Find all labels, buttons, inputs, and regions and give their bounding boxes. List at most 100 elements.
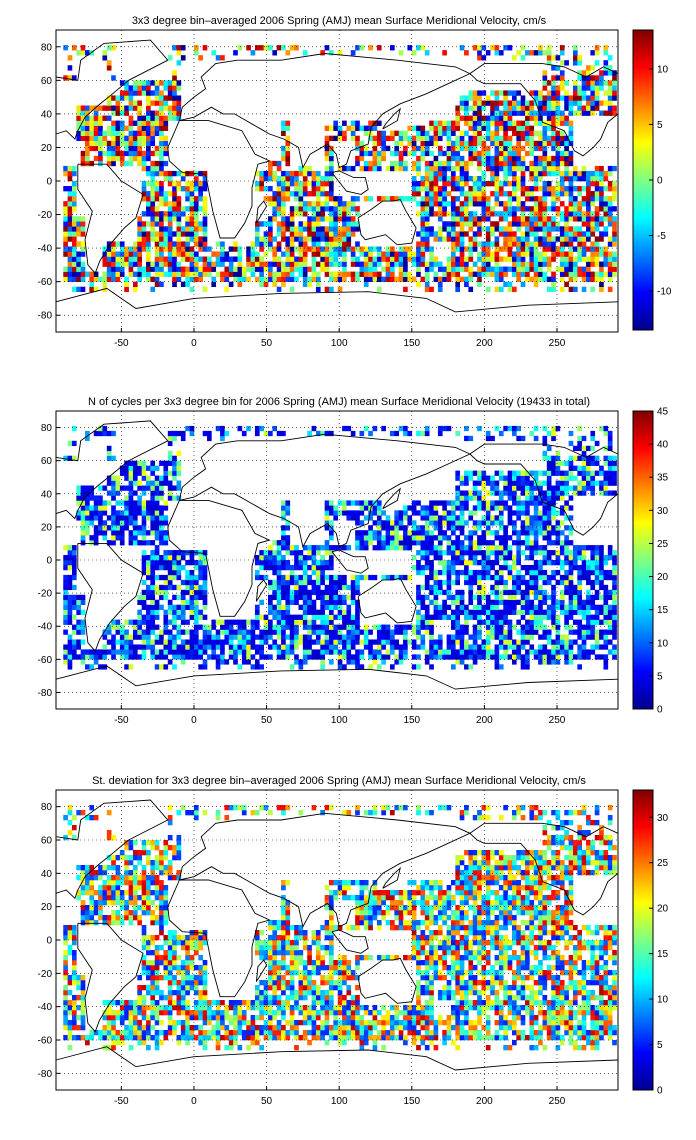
bin-cell — [311, 614, 317, 620]
bin-cell — [346, 231, 352, 237]
bin-cell — [603, 70, 609, 76]
bin-cell — [150, 186, 156, 192]
bin-cell — [542, 261, 548, 267]
bin-cell — [516, 100, 522, 106]
bin-cell — [520, 246, 526, 252]
bin-cell — [342, 609, 347, 615]
bin-cell — [477, 490, 482, 496]
bin-cell — [320, 231, 325, 237]
bin-cell — [80, 261, 86, 267]
bin-cell — [451, 261, 456, 267]
bin-cell — [507, 110, 513, 116]
y-tick-label: 0 — [46, 177, 52, 188]
bin-cell — [442, 181, 447, 187]
bin-cell — [76, 251, 81, 257]
bin-cell — [132, 475, 138, 481]
bin-cell — [185, 644, 190, 650]
bin-cell — [150, 125, 156, 131]
bin-cell — [359, 649, 365, 655]
bin-cell — [572, 236, 578, 242]
bin-cell — [180, 241, 186, 247]
bin-cell — [228, 619, 234, 625]
bin-cell — [376, 530, 382, 536]
bin-cell — [63, 564, 68, 571]
bin-cell — [172, 110, 177, 116]
bin-cell — [468, 515, 474, 521]
bin-cell — [525, 150, 530, 157]
bin-cell — [150, 609, 156, 615]
bin-cell — [363, 574, 369, 581]
bin-cell — [211, 634, 217, 640]
bin-cell — [98, 525, 103, 531]
bin-cell — [246, 619, 251, 625]
bin-cell — [520, 191, 526, 197]
bin-cell — [424, 135, 430, 142]
bin-cell — [302, 246, 308, 252]
bin-cell — [146, 261, 151, 267]
bin-cell — [342, 271, 347, 277]
bin-cell — [372, 649, 378, 655]
bin-cell — [494, 140, 500, 147]
bin-cell — [163, 649, 169, 655]
bin-cell — [268, 634, 273, 640]
bin-cell — [464, 564, 469, 571]
bin-cell — [490, 584, 495, 591]
bin-cell — [368, 515, 373, 521]
bin-cell — [276, 165, 282, 172]
bin-cell — [76, 510, 81, 516]
bin-cell — [102, 135, 108, 142]
bin-cell — [424, 535, 430, 541]
bin-cell — [146, 475, 151, 481]
bin-cell — [385, 165, 391, 172]
bin-cell — [464, 105, 469, 111]
bin-cell — [207, 256, 212, 262]
bin-cell — [119, 130, 125, 136]
bin-cell — [599, 281, 604, 287]
bin-cell — [289, 271, 295, 277]
bin-cell — [464, 649, 469, 655]
bin-cell — [111, 535, 116, 541]
bin-cell — [324, 619, 330, 625]
bin-cell — [180, 594, 186, 601]
bin-cell — [285, 525, 291, 531]
bin-cell — [342, 120, 347, 126]
bin-cell — [254, 649, 260, 655]
bin-cell — [146, 90, 151, 96]
bin-cell — [376, 196, 382, 202]
bin-cell — [529, 105, 535, 111]
bin-cell — [128, 100, 134, 106]
bin-cell — [459, 475, 465, 481]
bin-cell — [477, 160, 482, 167]
bin-cell — [599, 191, 604, 197]
bin-cell — [477, 584, 482, 591]
bin-cell — [315, 226, 321, 232]
bin-cell — [394, 525, 400, 531]
bin-cell — [555, 135, 561, 142]
bin-cell — [285, 609, 291, 615]
bin-cell — [442, 425, 447, 432]
bin-cell — [390, 535, 395, 541]
bin-cell — [572, 231, 578, 237]
bin-cell — [276, 644, 282, 650]
bin-cell — [577, 55, 582, 61]
bin-cell — [494, 276, 500, 282]
bin-cell — [485, 639, 491, 645]
bin-cell — [372, 425, 378, 432]
bin-cell — [154, 609, 160, 615]
bin-cell — [281, 560, 286, 566]
bin-cell — [437, 589, 443, 596]
bin-cell — [581, 85, 587, 91]
bin-cell — [281, 125, 286, 131]
bin-cell — [67, 221, 73, 227]
bin-cell — [459, 246, 465, 252]
bin-cell — [298, 170, 304, 177]
bin-cell — [429, 535, 434, 541]
bin-cell — [594, 45, 600, 51]
bin-cell — [594, 241, 600, 247]
bin-cell — [172, 555, 177, 561]
bin-cell — [390, 256, 395, 262]
bin-cell — [329, 594, 334, 601]
bin-cell — [163, 614, 169, 620]
bin-cell — [359, 535, 365, 541]
bin-cell — [128, 130, 134, 136]
